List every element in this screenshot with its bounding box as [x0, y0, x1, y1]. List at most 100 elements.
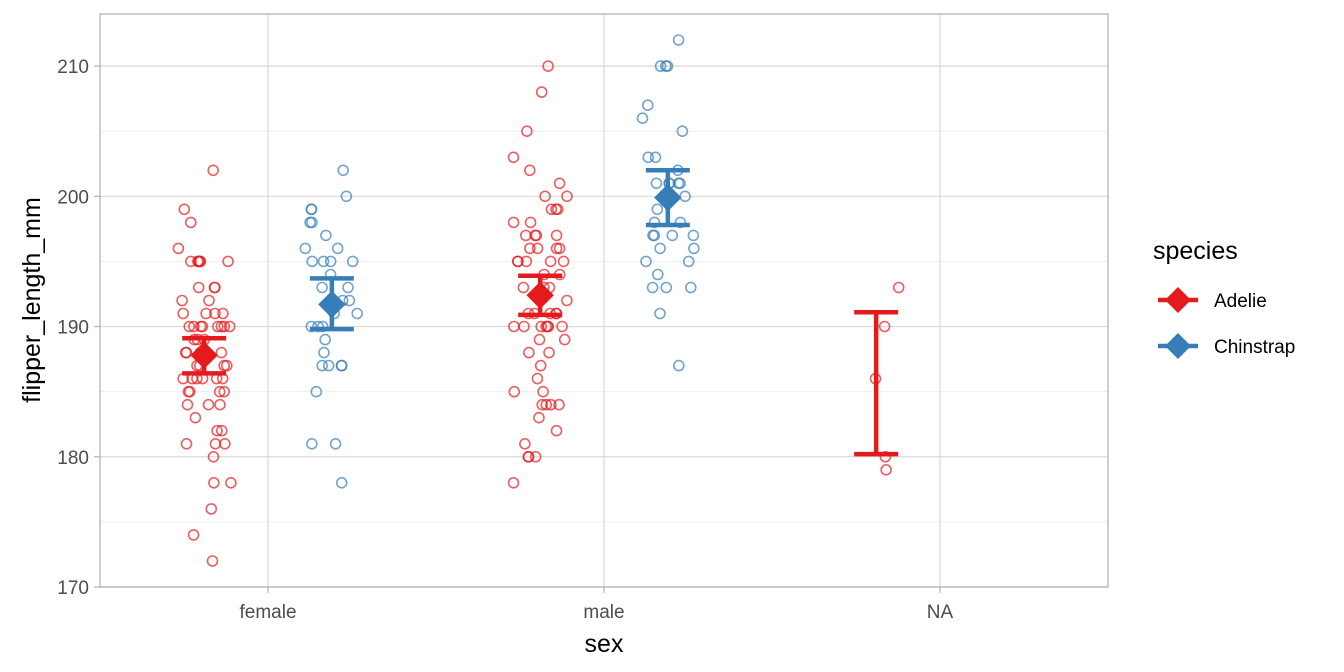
- data-point: [200, 307, 212, 320]
- data-point: [550, 242, 563, 255]
- data-point: [318, 346, 330, 359]
- data-point: [176, 294, 188, 307]
- data-point: [550, 229, 563, 242]
- data-point: [531, 242, 544, 255]
- data-point: [218, 359, 230, 372]
- data-point: [682, 255, 695, 268]
- data-point: [508, 385, 521, 398]
- data-point: [194, 320, 207, 333]
- data-point: [672, 177, 685, 190]
- data-point: [636, 112, 649, 124]
- data-point: [183, 320, 196, 333]
- y-tick-label: 180: [57, 448, 89, 469]
- data-point: [222, 255, 234, 268]
- data-point: [542, 320, 555, 333]
- data-point: [305, 320, 318, 333]
- data-point: [543, 346, 555, 359]
- data-point: [335, 476, 348, 489]
- data-point: [550, 424, 563, 437]
- y-tick-label: 170: [57, 578, 89, 599]
- data-point: [672, 34, 685, 46]
- data-point: [533, 411, 545, 424]
- data-point: [223, 320, 236, 333]
- legend-label: Chinstrap: [1214, 337, 1295, 358]
- data-point: [561, 190, 573, 203]
- data-point: [203, 294, 215, 307]
- data-point: [553, 398, 565, 411]
- mean-marker: [318, 290, 346, 319]
- y-tick-label: 190: [57, 318, 89, 339]
- data-point: [346, 255, 359, 268]
- y-axis: 170 180 190 200 210: [57, 57, 100, 599]
- data-point: [676, 125, 689, 137]
- data-point: [310, 385, 323, 398]
- y-axis-title: flipper_length_mm: [18, 197, 46, 403]
- data-point: [299, 242, 312, 255]
- data-point: [650, 177, 663, 190]
- data-point: [335, 359, 348, 372]
- x-axis: female male NA: [239, 587, 954, 623]
- data-point: [687, 229, 700, 242]
- data-point: [523, 164, 536, 177]
- data-point: [672, 359, 685, 372]
- data-point: [524, 216, 537, 229]
- data-point: [218, 385, 230, 398]
- data-point: [209, 281, 221, 294]
- data-point: [651, 268, 664, 281]
- data-point: [654, 307, 666, 320]
- data-point: [519, 437, 531, 450]
- data-point: [892, 281, 905, 294]
- data-point: [659, 60, 672, 72]
- data-point: [215, 320, 228, 333]
- data-point: [306, 255, 319, 268]
- data-point: [534, 359, 547, 372]
- data-point: [878, 320, 891, 333]
- data-point: [654, 60, 667, 72]
- data-point: [306, 437, 318, 450]
- legend-key-diamond: [1165, 333, 1191, 359]
- data-point: [331, 242, 344, 255]
- data-point: [654, 242, 666, 255]
- data-point: [512, 255, 524, 268]
- y-tick-label: 200: [57, 187, 89, 208]
- data-point: [648, 216, 661, 229]
- data-point: [329, 437, 342, 450]
- data-point: [531, 372, 544, 385]
- data-point: [177, 307, 189, 320]
- data-point: [194, 255, 207, 268]
- data-point: [529, 450, 542, 463]
- data-point: [216, 424, 228, 437]
- data-point: [342, 281, 354, 294]
- data-point: [213, 385, 226, 398]
- data-point: [544, 255, 557, 268]
- data-point: [507, 151, 520, 164]
- data-point: [561, 294, 573, 307]
- data-point: [507, 476, 520, 489]
- legend-title: species: [1153, 237, 1238, 265]
- data-point: [651, 203, 664, 216]
- data-point: [212, 320, 224, 333]
- data-point: [674, 216, 687, 229]
- data-point: [507, 216, 520, 229]
- data-point: [207, 164, 219, 177]
- data-point: [214, 398, 226, 411]
- data-point: [181, 398, 194, 411]
- data-point: [209, 437, 222, 450]
- data-point: [316, 359, 329, 372]
- data-point: [558, 333, 571, 346]
- data-point: [312, 320, 324, 333]
- data-point: [641, 99, 654, 111]
- data-point: [521, 125, 533, 137]
- data-point: [306, 216, 318, 229]
- data-point: [520, 255, 533, 268]
- data-point: [646, 281, 659, 294]
- data-point: [208, 476, 220, 489]
- data-point: [545, 398, 557, 411]
- data-point: [880, 463, 893, 476]
- data-point: [524, 242, 536, 255]
- x-axis-title: sex: [585, 630, 624, 658]
- data-point: [533, 333, 546, 346]
- data-point: [172, 242, 185, 255]
- data-point: [202, 398, 215, 411]
- data-point: [530, 229, 543, 242]
